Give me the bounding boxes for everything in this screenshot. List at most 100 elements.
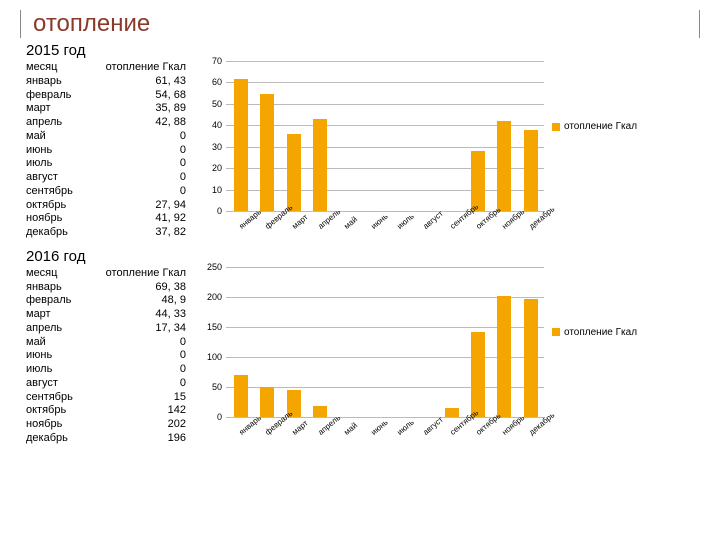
table-row: июнь0 [26, 144, 194, 158]
month-cell: ноябрь [26, 418, 86, 432]
bar [524, 130, 538, 211]
month-cell: май [26, 336, 86, 350]
x-tick-label: ноябрь [501, 215, 518, 231]
table-row: август0 [26, 377, 194, 391]
x-tick-label: март [290, 421, 307, 437]
value-cell: 0 [86, 349, 194, 363]
table-row: апрель42, 88 [26, 116, 194, 130]
table-row: июль0 [26, 363, 194, 377]
month-cell: март [26, 308, 86, 322]
y-tick-label: 0 [204, 412, 222, 422]
section: месяцотопление Гкалянварь61, 43февраль54… [20, 61, 700, 240]
bar [445, 408, 459, 417]
value-cell: 37, 82 [86, 226, 194, 240]
table-row: январь69, 38 [26, 281, 194, 295]
bar [524, 299, 538, 417]
month-cell: сентябрь [26, 185, 86, 199]
year-label: 2016 год [26, 248, 700, 265]
month-cell: январь [26, 281, 86, 295]
y-tick-label: 200 [204, 292, 222, 302]
bar [234, 79, 248, 211]
value-cell: 69, 38 [86, 281, 194, 295]
value-cell: 0 [86, 130, 194, 144]
table-row: февраль48, 9 [26, 294, 194, 308]
value-cell: 54, 68 [86, 89, 194, 103]
x-labels: январьфевральмартапрельмайиюньиюльавгуст… [228, 421, 544, 430]
month-cell: апрель [26, 116, 86, 130]
table-row: август0 [26, 171, 194, 185]
table-row: май0 [26, 336, 194, 350]
value-cell: 0 [86, 185, 194, 199]
y-tick-label: 70 [204, 56, 222, 66]
table-row: октябрь27, 94 [26, 199, 194, 213]
x-tick-label: ноябрь [501, 421, 518, 437]
month-cell: июль [26, 157, 86, 171]
month-cell: апрель [26, 322, 86, 336]
table-row: ноябрь202 [26, 418, 194, 432]
legend-swatch [552, 328, 560, 336]
value-cell: 17, 34 [86, 322, 194, 336]
y-tick-label: 50 [204, 382, 222, 392]
bar [497, 296, 511, 417]
value-cell: 0 [86, 377, 194, 391]
month-cell: декабрь [26, 432, 86, 446]
y-tick-label: 20 [204, 163, 222, 173]
value-cell: 27, 94 [86, 199, 194, 213]
y-tick-label: 10 [204, 185, 222, 195]
legend-label: отопление Гкал [564, 327, 637, 338]
x-tick-label: август [422, 421, 439, 437]
table-row: декабрь37, 82 [26, 226, 194, 240]
table-row: апрель17, 34 [26, 322, 194, 336]
value-cell: 0 [86, 336, 194, 350]
section: месяцотопление Гкалянварь69, 38февраль48… [20, 267, 700, 446]
month-cell: январь [26, 75, 86, 89]
table-row: январь61, 43 [26, 75, 194, 89]
x-tick-label: июнь [369, 215, 386, 231]
month-cell: июнь [26, 349, 86, 363]
x-tick-label: январь [237, 215, 254, 231]
table-row: сентябрь15 [26, 391, 194, 405]
table-row: март44, 33 [26, 308, 194, 322]
month-cell: октябрь [26, 404, 86, 418]
value-cell: 0 [86, 171, 194, 185]
y-tick-label: 50 [204, 99, 222, 109]
month-cell: октябрь [26, 199, 86, 213]
value-cell: 48, 9 [86, 294, 194, 308]
month-cell: декабрь [26, 226, 86, 240]
y-tick-label: 30 [204, 142, 222, 152]
bar-chart: 010203040506070январьфевральмартапрельма… [204, 61, 544, 211]
value-cell: 42, 88 [86, 116, 194, 130]
table-row: февраль54, 68 [26, 89, 194, 103]
table-header-value: отопление Гкал [86, 267, 194, 281]
y-tick-label: 250 [204, 262, 222, 272]
x-tick-label: октябрь [474, 215, 491, 231]
value-cell: 142 [86, 404, 194, 418]
legend: отопление Гкал [552, 121, 637, 132]
x-tick-label: май [343, 215, 360, 231]
month-cell: май [26, 130, 86, 144]
y-tick-label: 150 [204, 322, 222, 332]
table-header-month: месяц [26, 267, 86, 281]
month-cell: август [26, 377, 86, 391]
bar [313, 119, 327, 211]
value-cell: 44, 33 [86, 308, 194, 322]
x-labels: январьфевральмартапрельмайиюньиюльавгуст… [228, 215, 544, 224]
x-tick-label: сентябрь [448, 215, 465, 231]
value-cell: 61, 43 [86, 75, 194, 89]
legend: отопление Гкал [552, 327, 637, 338]
table-row: июль0 [26, 157, 194, 171]
bar [497, 121, 511, 211]
x-tick-label: май [343, 421, 360, 437]
year-label: 2015 год [26, 42, 700, 59]
month-cell: сентябрь [26, 391, 86, 405]
bar-chart: 050100150200250январьфевральмартапрельма… [204, 267, 544, 417]
x-tick-label: июнь [369, 421, 386, 437]
x-tick-label: декабрь [527, 421, 544, 437]
value-cell: 0 [86, 363, 194, 377]
x-tick-label: октябрь [474, 421, 491, 437]
table-row: июнь0 [26, 349, 194, 363]
y-tick-label: 100 [204, 352, 222, 362]
bars-container [228, 61, 544, 211]
bar [471, 332, 485, 417]
table-row: май0 [26, 130, 194, 144]
